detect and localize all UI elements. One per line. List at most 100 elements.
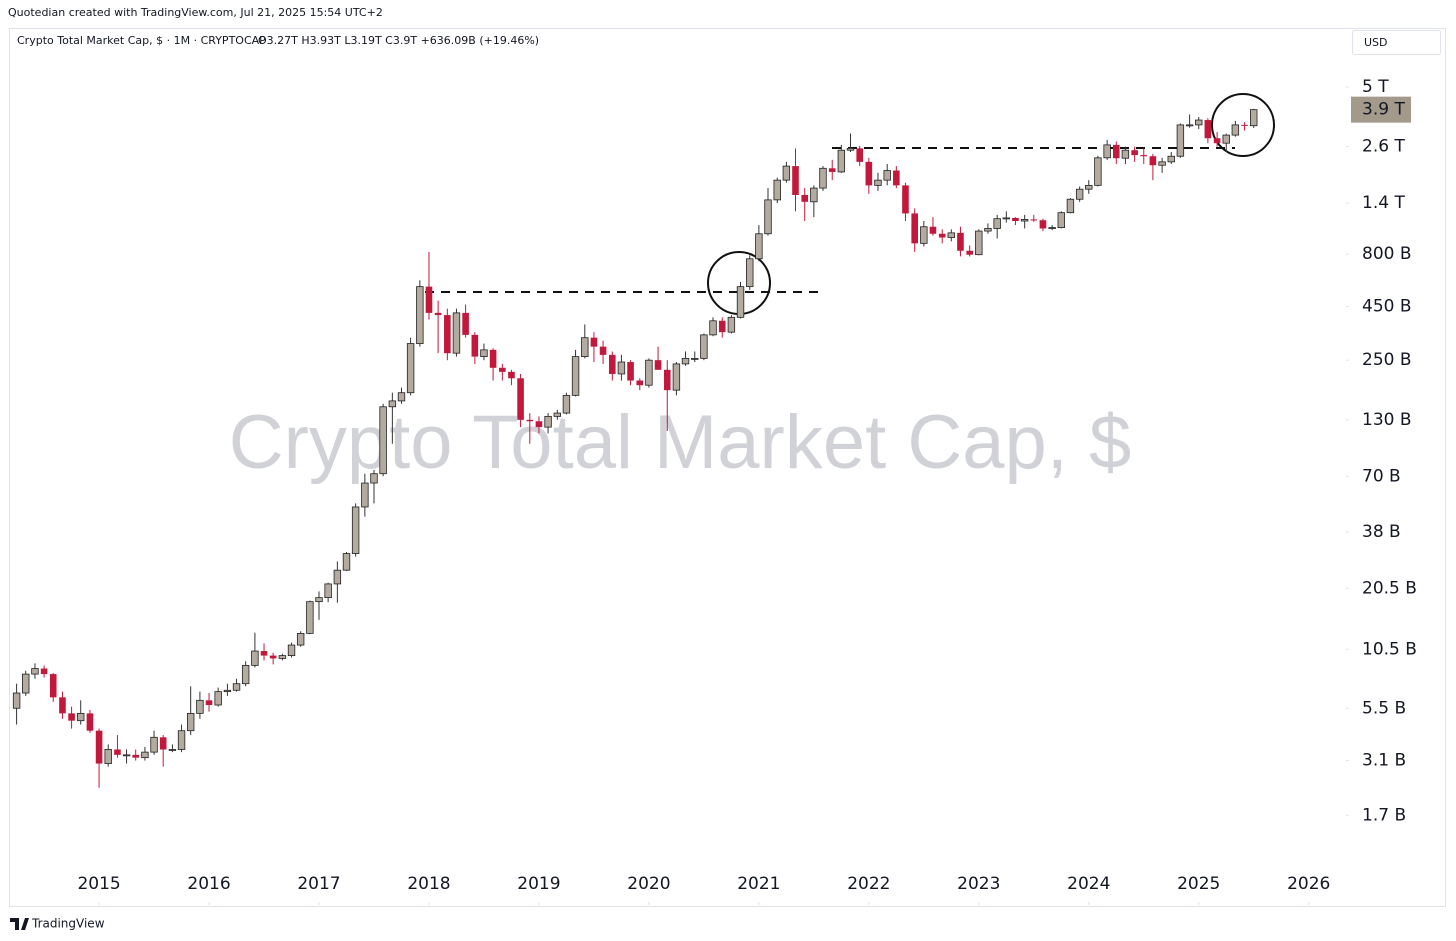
y-tick-label: 2.6 T [1362,137,1405,157]
candle-body [627,362,634,381]
candle-body [526,419,534,422]
candle-body [241,664,250,685]
candle-body [984,228,992,232]
candle-body [792,166,799,195]
candle-body [1131,150,1138,156]
candle-body [205,700,213,706]
candle-body [1039,220,1047,229]
x-tick-label: 2024 [1067,874,1110,894]
candle-body [1213,138,1221,144]
candle-body [736,286,745,318]
candle-body [993,218,1001,229]
candle-body [865,161,873,186]
y-tick-label: 3.1 B [1362,751,1406,771]
candle-body [260,651,268,656]
x-tick-label: 2016 [187,874,230,894]
candle-body [920,226,928,244]
candle-body [159,737,167,750]
x-tick-label: 2021 [737,874,780,894]
candle-body [425,286,433,313]
candle-body [361,482,369,508]
y-tick-label: 130 B [1362,410,1412,430]
candle-body [499,367,506,372]
candle-body [636,380,644,386]
candle-body [444,315,451,354]
candle-body [819,167,827,189]
candle-body [654,360,662,370]
candle-body [1112,144,1120,159]
candle-body [1002,217,1011,220]
candle-body [1085,184,1093,190]
candle-body [1020,219,1029,222]
candle-body [535,421,543,428]
currency-button[interactable] [1352,30,1441,55]
candle-body [581,337,589,358]
last-price-label: 3.9 T [1362,100,1405,120]
candle-body [1222,134,1230,144]
y-tick-label: 38 B [1362,522,1401,542]
candle-body [947,232,956,238]
candle-body [223,689,232,693]
y-tick-label: 20.5 B [1362,578,1417,598]
candle-body [810,187,818,203]
candle-body [86,713,94,731]
candle-body [828,168,836,172]
y-tick-label: 5.5 B [1362,698,1406,718]
brand-logo [10,918,29,930]
y-tick-label: 450 B [1362,297,1412,317]
candle-body [801,194,809,202]
last-price-box [1351,96,1411,123]
y-tick-label: 5 T [1362,77,1389,97]
candle-body [727,316,736,333]
candle-body [296,632,305,646]
y-tick-label: 250 B [1362,350,1412,370]
candle-body [700,334,708,359]
chart-frame [9,28,1446,907]
candle-body [324,583,332,599]
candle-body [68,713,75,721]
candle-body [562,394,571,414]
candle-body [232,683,241,691]
candle-body [196,699,204,714]
credit: Quotedian created with TradingView.com, … [8,6,383,19]
candle-body [1012,217,1019,222]
candle-body [214,691,222,706]
candle-body [406,343,415,394]
candle-body [104,749,112,764]
candle-body [608,354,616,374]
candle-body [1241,124,1248,126]
brand: TradingView [10,917,105,931]
candle-body [379,406,387,475]
candle-body [269,655,277,659]
candle-body [452,312,461,354]
candle-body [1048,227,1056,229]
candle-body [929,226,937,234]
y-tick-label: 1.7 B [1362,805,1406,825]
candle-body [150,736,158,753]
candle-body [672,363,681,391]
x-tick-label: 2017 [297,874,340,894]
candle-body [351,506,360,554]
candle-body [709,320,717,336]
candle-body [186,712,195,732]
highlight-circle [1211,93,1275,157]
x-tick-label: 2018 [407,874,450,894]
candle-body [49,674,57,698]
candle-body [691,357,699,360]
candle-body [517,378,524,420]
candle-body [95,730,103,764]
candle-body [1185,124,1194,127]
candle-body [508,371,515,379]
candle-body [1075,188,1084,200]
candle-body [287,644,296,656]
candle-body [1204,120,1212,139]
candle-body [1158,161,1166,166]
ohlc-legend: O3.27T H3.93T L3.19T C3.9T +636.09B (+19… [258,34,539,47]
currency-label[interactable]: USD [1364,36,1388,49]
candle-body [1103,144,1111,159]
y-tick-label: 800 B [1362,244,1412,264]
candle-body [1140,155,1148,157]
annotations [425,147,1235,293]
candle-body [874,179,882,186]
